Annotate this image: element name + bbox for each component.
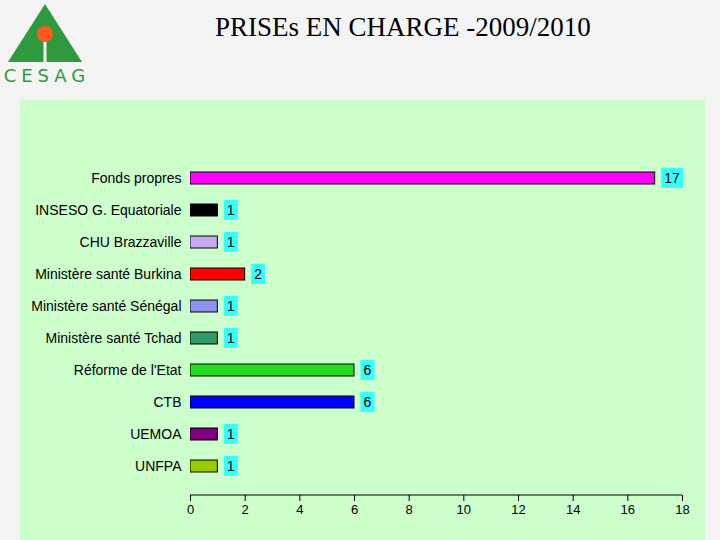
svg-text:1: 1 [227,234,235,250]
svg-text:0: 0 [187,502,194,517]
svg-text:16: 16 [621,502,635,517]
html-text:PRISEs EN CHARGE -2009/2010: PRISEs EN CHARGE -2009/2010 [215,12,591,42]
svg-text:Réforme de l'Etat: Réforme de l'Etat [74,362,182,378]
svg-text:1: 1 [227,458,235,474]
svg-text:4: 4 [296,502,303,517]
svg-text:1: 1 [227,202,235,218]
svg-text:18: 18 [675,502,689,517]
svg-text:Ministère santé Burkina: Ministère santé Burkina [35,266,182,282]
svg-text:1: 1 [227,330,235,346]
svg-text:INSESO G. Equatoriale: INSESO G. Equatoriale [35,202,182,218]
svg-text:1: 1 [227,426,235,442]
svg-text:Fonds propres: Fonds propres [91,170,181,186]
svg-text:2: 2 [242,502,249,517]
svg-text:CHU Brazzaville: CHU Brazzaville [80,234,182,250]
svg-text:8: 8 [406,502,413,517]
svg-text:UEMOA: UEMOA [130,426,182,442]
svg-text:12: 12 [511,502,525,517]
svg-text:CTB: CTB [154,394,182,410]
svg-text:2: 2 [254,266,262,282]
svg-text:6: 6 [364,394,372,410]
svg-text:CESAG: CESAG [4,65,91,86]
svg-text:UNFPA: UNFPA [135,458,182,474]
svg-text:Ministère santé Sénégal: Ministère santé Sénégal [31,298,181,314]
svg-text:Ministère santé Tchad: Ministère santé Tchad [46,330,182,346]
svg-text:10: 10 [457,502,471,517]
svg-text:17: 17 [664,170,680,186]
svg-text:14: 14 [566,502,580,517]
svg-text:6: 6 [364,362,372,378]
svg-text:6: 6 [351,502,358,517]
svg-text:1: 1 [227,298,235,314]
